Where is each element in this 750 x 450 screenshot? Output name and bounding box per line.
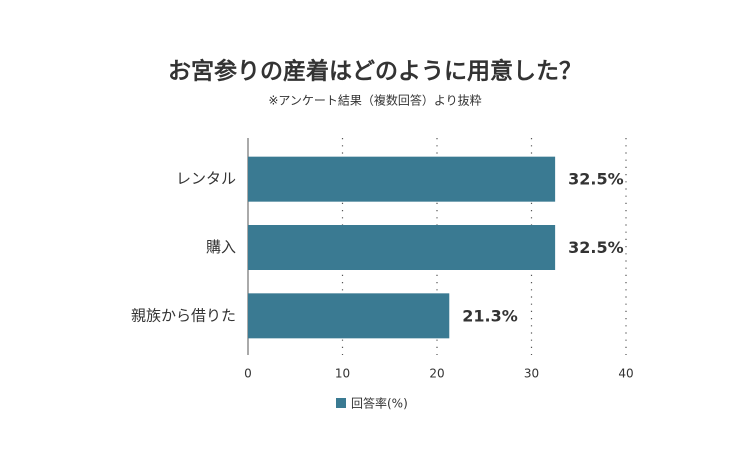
value-label: 21.3% — [462, 306, 518, 325]
value-label: 32.5% — [568, 170, 624, 189]
legend-swatch — [336, 398, 346, 408]
y-tick-label: 親族から借りた — [131, 306, 236, 324]
chart-title: お宮参りの産着はどのように用意した？ — [168, 58, 582, 85]
x-tick-label: 20 — [429, 367, 444, 381]
value-label: 32.5% — [568, 238, 624, 257]
x-tick-label: 40 — [618, 367, 633, 381]
y-tick-label: レンタル — [176, 170, 236, 188]
bar — [248, 156, 556, 202]
bar — [248, 225, 556, 270]
x-tick-label: 30 — [524, 367, 539, 381]
chart-subtitle: ※アンケート結果（複数回答）より抜粋 — [268, 93, 481, 108]
x-tick-label: 10 — [335, 367, 350, 381]
x-tick-label: 0 — [244, 367, 252, 381]
bar — [248, 293, 450, 339]
legend-label: 回答率(%) — [351, 396, 408, 411]
y-tick-label: 購入 — [206, 238, 236, 256]
